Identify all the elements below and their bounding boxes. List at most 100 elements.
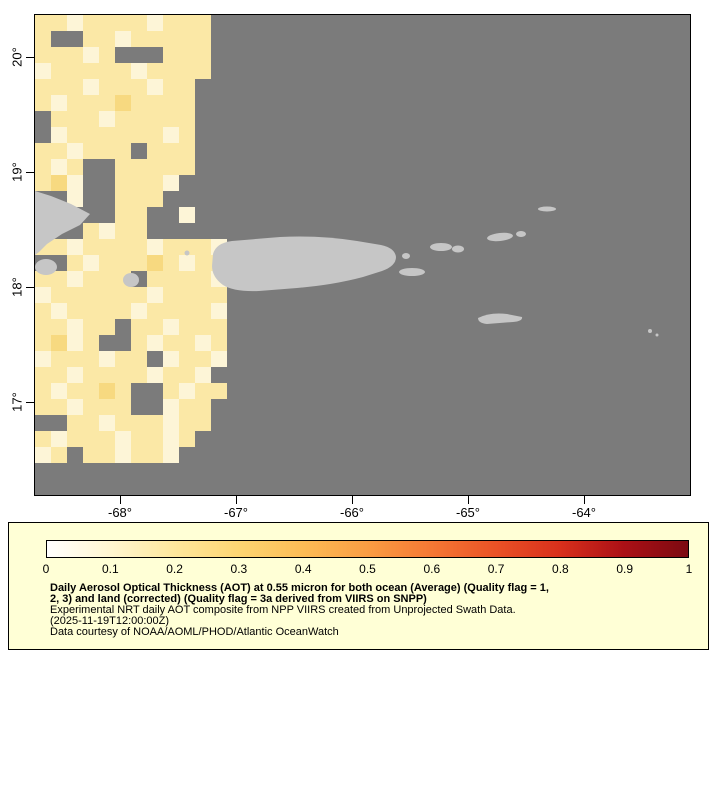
aot-data-cell bbox=[131, 79, 147, 95]
aot-data-cell bbox=[35, 79, 51, 95]
longitude-tick bbox=[120, 496, 121, 504]
aot-data-cell bbox=[147, 255, 163, 271]
aot-data-cell bbox=[35, 335, 51, 351]
land-small-island-east-2 bbox=[655, 333, 659, 337]
aot-data-cell bbox=[35, 303, 51, 319]
longitude-label: -65° bbox=[456, 505, 480, 520]
land-small-island-east-1 bbox=[648, 329, 652, 333]
aot-data-cell bbox=[179, 239, 195, 255]
aot-data-cell bbox=[163, 111, 179, 127]
latitude-label: 19° bbox=[9, 162, 25, 182]
aot-data-cell bbox=[67, 47, 83, 63]
aot-data-cell bbox=[83, 447, 99, 463]
aot-data-cell bbox=[67, 335, 83, 351]
aot-data-cell bbox=[163, 431, 179, 447]
aot-data-cell bbox=[131, 175, 147, 191]
aot-data-cell bbox=[147, 63, 163, 79]
aot-data-cell bbox=[99, 431, 115, 447]
aot-data-cell bbox=[83, 383, 99, 399]
aot-data-cell bbox=[179, 303, 195, 319]
land-tortola bbox=[487, 232, 513, 242]
aot-data-cell bbox=[179, 287, 195, 303]
aot-data-cell bbox=[67, 367, 83, 383]
aot-data-cell bbox=[195, 335, 211, 351]
aot-data-cell bbox=[147, 335, 163, 351]
aot-data-cell bbox=[67, 351, 83, 367]
aot-data-cell bbox=[83, 79, 99, 95]
aot-data-cell bbox=[131, 159, 147, 175]
aot-data-cell bbox=[195, 367, 211, 383]
colorbar-tick-label: 0.6 bbox=[423, 562, 441, 576]
aot-data-cell bbox=[211, 335, 227, 351]
aot-data-cell bbox=[115, 383, 131, 399]
land-puerto-rico bbox=[212, 236, 396, 292]
aot-data-cell bbox=[163, 63, 179, 79]
aot-data-cell bbox=[35, 431, 51, 447]
colorbar-tick-label: 0.5 bbox=[359, 562, 376, 576]
aot-data-cell bbox=[147, 175, 163, 191]
aot-data-cell bbox=[99, 47, 115, 63]
aot-data-cell bbox=[195, 271, 211, 287]
aot-data-cell bbox=[99, 143, 115, 159]
aot-data-cell bbox=[131, 63, 147, 79]
aot-data-cell bbox=[115, 175, 131, 191]
land-st-thomas bbox=[430, 243, 452, 251]
aot-data-cell bbox=[83, 143, 99, 159]
aot-data-cell bbox=[83, 303, 99, 319]
aot-data-cell bbox=[67, 415, 83, 431]
aot-data-cell bbox=[67, 287, 83, 303]
aot-data-cell bbox=[83, 255, 99, 271]
aot-data-cell bbox=[83, 47, 99, 63]
legend-subtitle: Experimental NRT daily AOT composite fro… bbox=[50, 604, 516, 616]
land-hispaniola bbox=[35, 191, 90, 255]
aot-data-cell bbox=[163, 335, 179, 351]
aot-data-cell bbox=[147, 303, 163, 319]
aot-data-cell bbox=[35, 271, 51, 287]
aot-data-cell bbox=[147, 111, 163, 127]
aot-data-cell bbox=[83, 319, 99, 335]
aot-data-cell bbox=[163, 159, 179, 175]
longitude-label: -67° bbox=[224, 505, 248, 520]
aot-data-cell bbox=[51, 335, 67, 351]
aot-data-cell bbox=[51, 447, 67, 463]
aot-data-cell bbox=[67, 431, 83, 447]
aot-data-cell bbox=[195, 47, 211, 63]
aot-data-cell bbox=[35, 399, 51, 415]
aot-data-cell bbox=[99, 287, 115, 303]
aot-data-cell bbox=[163, 303, 179, 319]
legend-credit: Data courtesy of NOAA/AOML/PHOD/Atlantic… bbox=[50, 626, 339, 638]
map-area bbox=[34, 14, 691, 496]
aot-data-cell bbox=[51, 351, 67, 367]
aot-data-cell bbox=[147, 447, 163, 463]
colorbar-tick-label: 0.7 bbox=[487, 562, 505, 576]
aot-data-cell bbox=[195, 239, 211, 255]
aot-data-cell bbox=[99, 63, 115, 79]
aot-data-cell bbox=[115, 431, 131, 447]
aot-data-cell bbox=[99, 303, 115, 319]
aot-data-cell bbox=[83, 367, 99, 383]
aot-data-cell bbox=[115, 255, 131, 271]
aot-data-cell bbox=[51, 431, 67, 447]
aot-data-cell bbox=[99, 15, 115, 31]
aot-data-cell bbox=[99, 31, 115, 47]
aot-data-cell bbox=[51, 303, 67, 319]
aot-data-cell bbox=[179, 367, 195, 383]
aot-data-cell bbox=[163, 415, 179, 431]
latitude-label: 20° bbox=[9, 47, 25, 67]
legend-text-block: Daily Aerosol Optical Thickness (AOT) at… bbox=[50, 583, 696, 638]
aot-data-cell bbox=[67, 239, 83, 255]
aot-data-cell bbox=[179, 127, 195, 143]
colorbar-tick-label: 0 bbox=[42, 562, 50, 576]
aot-data-cell bbox=[83, 351, 99, 367]
aot-data-cell bbox=[83, 63, 99, 79]
aot-data-cell bbox=[179, 95, 195, 111]
aot-data-cell bbox=[115, 367, 131, 383]
aot-data-cell bbox=[131, 415, 147, 431]
aot-data-cell bbox=[83, 415, 99, 431]
aot-data-cell bbox=[195, 351, 211, 367]
aot-data-cell bbox=[67, 95, 83, 111]
aot-data-cell bbox=[163, 383, 179, 399]
aot-data-cell bbox=[67, 399, 83, 415]
aot-data-cell bbox=[131, 431, 147, 447]
aot-data-cell bbox=[83, 239, 99, 255]
